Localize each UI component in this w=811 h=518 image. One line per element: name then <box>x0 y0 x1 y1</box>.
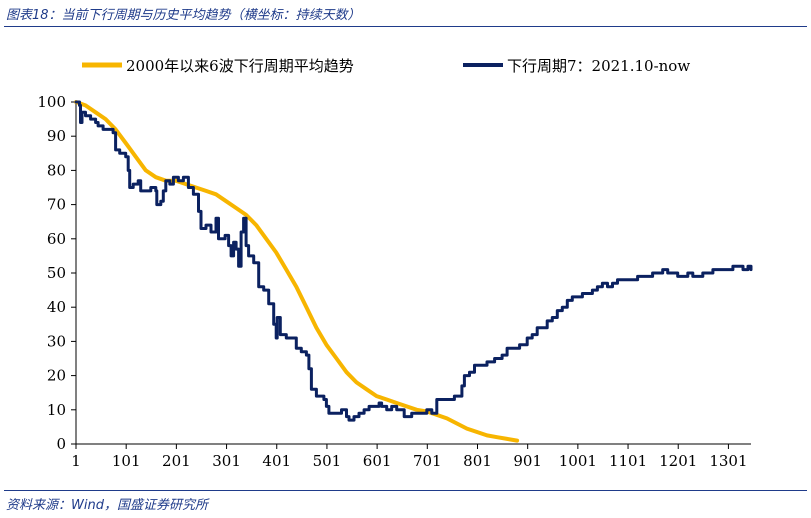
x-tick-label: 801 <box>463 452 492 470</box>
x-tick-label: 301 <box>212 452 241 470</box>
y-tick-label: 90 <box>47 127 66 145</box>
y-tick-label: 40 <box>47 298 66 316</box>
y-tick-label: 50 <box>47 264 66 282</box>
figure-title: 图表18：当前下行周期与历史平均趋势（横坐标：持续天数） <box>6 8 361 23</box>
x-tick-label: 1001 <box>559 452 597 470</box>
source-note: 资料来源：Wind，国盛证券研究所 <box>6 498 208 513</box>
y-tick-label: 60 <box>47 230 66 248</box>
x-tick-label: 701 <box>413 452 442 470</box>
series-group <box>74 100 753 443</box>
top-rule <box>4 26 807 27</box>
x-tick-label: 101 <box>112 452 141 470</box>
legend-label-1: 2000年以来6波下行周期平均趋势 <box>126 57 354 75</box>
x-tick-label: 401 <box>262 452 291 470</box>
y-tick-label: 0 <box>56 435 66 453</box>
y-tick-label: 10 <box>47 401 66 419</box>
y-tick-label: 30 <box>47 332 66 350</box>
x-tick-label: 601 <box>363 452 392 470</box>
x-tick-label: 1201 <box>659 452 697 470</box>
legend: 2000年以来6波下行周期平均趋势 下行周期7：2021.10-now <box>82 57 690 75</box>
y-tick-label: 80 <box>47 161 66 179</box>
bottom-rule <box>4 490 807 491</box>
x-tick-label: 1301 <box>709 452 747 470</box>
y-tick-label: 20 <box>47 367 66 385</box>
y-tick-label: 100 <box>37 93 66 111</box>
series-line-1 <box>74 100 520 443</box>
x-tick-label: 901 <box>513 452 542 470</box>
x-tick-label: 1 <box>71 452 81 470</box>
legend-label-2: 下行周期7：2021.10-now <box>507 57 690 75</box>
x-tick-label: 1101 <box>609 452 647 470</box>
x-tick-label: 201 <box>162 452 191 470</box>
x-tick-label: 501 <box>313 452 342 470</box>
series-line-2 <box>74 100 753 422</box>
line-chart: 2000年以来6波下行周期平均趋势 下行周期7：2021.10-now 0 10 20… <box>37 57 753 470</box>
y-tick-label: 70 <box>47 196 66 214</box>
